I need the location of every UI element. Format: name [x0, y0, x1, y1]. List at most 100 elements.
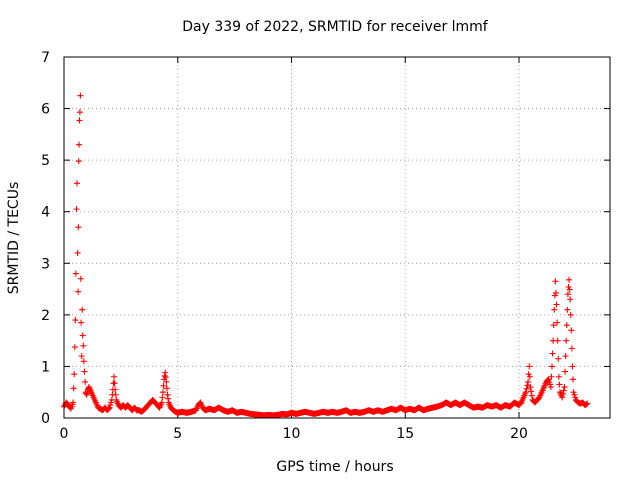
data-point-marker: [80, 342, 87, 349]
y-tick-label: 1: [41, 359, 50, 375]
data-point-marker: [73, 206, 80, 213]
y-axis-label: SRMTID / TECUs: [6, 182, 22, 295]
data-point-marker: [159, 389, 166, 396]
data-point-marker: [562, 368, 569, 375]
data-point-marker: [568, 345, 575, 352]
y-tick-label: 5: [41, 153, 50, 169]
data-point-marker: [561, 384, 568, 391]
data-point-marker: [554, 337, 561, 344]
data-point-marker: [107, 402, 114, 409]
data-point-marker: [76, 109, 83, 116]
data-point-marker: [526, 363, 533, 370]
data-point-marker: [549, 350, 556, 357]
data-point-marker: [164, 391, 171, 398]
data-point-marker: [563, 337, 570, 344]
data-point-marker: [77, 275, 84, 282]
data-point-marker: [527, 384, 534, 391]
data-point-marker: [158, 399, 165, 406]
data-point-marker: [552, 289, 559, 296]
data-point-marker: [112, 391, 119, 398]
data-point-marker: [568, 327, 575, 334]
data-point-marker: [570, 389, 577, 396]
y-tick-label: 2: [41, 308, 50, 324]
data-point-marker: [525, 371, 532, 378]
data-point-marker: [162, 369, 169, 376]
data-point-marker: [528, 388, 535, 395]
data-point-marker: [74, 249, 81, 256]
data-point-marker: [564, 291, 571, 298]
data-point-marker: [76, 141, 83, 148]
data-point-marker: [564, 306, 571, 313]
data-point-marker: [111, 380, 118, 387]
data-point-marker: [556, 381, 563, 388]
data-point-marker: [566, 286, 573, 293]
data-point-marker: [78, 353, 85, 360]
data-point-marker: [560, 387, 567, 394]
data-point-marker: [565, 284, 572, 291]
data-point-marker: [571, 391, 578, 398]
data-point-marker: [165, 395, 172, 402]
y-tick-label: 3: [41, 256, 50, 272]
data-point-marker: [547, 381, 554, 388]
data-point-marker: [76, 117, 83, 124]
y-tick-label: 6: [41, 102, 50, 118]
data-point-marker: [555, 355, 562, 362]
grid: [64, 57, 610, 418]
data-point-marker: [547, 384, 554, 391]
data-point-marker: [70, 399, 77, 406]
data-point-marker: [545, 376, 552, 383]
data-point-marker: [569, 363, 576, 370]
data-point-marker: [106, 404, 113, 411]
data-point-marker: [163, 378, 170, 385]
data-point-marker: [77, 92, 84, 99]
data-point-marker: [161, 372, 168, 379]
data-points: [61, 92, 591, 419]
data-point-marker: [572, 394, 579, 401]
data-point-marker: [522, 389, 529, 396]
chart-title: Day 339 of 2022, SRMTID for receiver lmm…: [182, 19, 489, 35]
data-point-marker: [546, 378, 553, 385]
data-point-marker: [528, 392, 535, 399]
data-point-marker: [526, 373, 533, 380]
data-point-marker: [112, 386, 119, 393]
data-point-marker: [79, 332, 86, 339]
data-point-marker: [523, 385, 530, 392]
data-point-marker: [108, 399, 115, 406]
data-point-marker: [160, 382, 167, 389]
data-point-marker: [111, 373, 118, 380]
data-point-marker: [559, 390, 566, 397]
data-point-marker: [552, 278, 559, 285]
data-point-marker: [72, 270, 79, 277]
y-tick-label: 0: [41, 411, 50, 427]
x-tick-label: 10: [283, 426, 301, 442]
data-point-marker: [105, 405, 112, 412]
data-point-marker: [551, 306, 558, 313]
data-point-marker: [71, 371, 78, 378]
data-point-marker: [548, 373, 555, 380]
data-point-marker: [548, 363, 555, 370]
data-point-marker: [78, 319, 85, 326]
data-point-marker: [83, 391, 90, 398]
data-point-marker: [159, 394, 166, 401]
x-tick-label: 20: [510, 426, 528, 442]
data-point-marker: [525, 378, 532, 385]
x-tick-label: 5: [173, 426, 182, 442]
data-point-marker: [554, 319, 561, 326]
data-point-marker: [567, 311, 574, 318]
data-point-marker: [555, 373, 562, 380]
data-point-marker: [75, 288, 82, 295]
plot-frame: [63, 56, 611, 419]
data-point-marker: [567, 296, 574, 303]
data-point-marker: [75, 224, 82, 231]
data-point-marker: [73, 180, 80, 187]
x-tick-label: 15: [396, 426, 414, 442]
data-point-marker: [75, 158, 82, 165]
data-point-marker: [550, 322, 557, 329]
data-point-marker: [559, 394, 566, 401]
data-point-marker: [72, 317, 79, 324]
data-point-marker: [163, 385, 170, 392]
data-point-marker: [553, 301, 560, 308]
data-point-marker: [70, 385, 77, 392]
data-point-marker: [570, 376, 577, 383]
data-point-marker: [79, 306, 86, 313]
